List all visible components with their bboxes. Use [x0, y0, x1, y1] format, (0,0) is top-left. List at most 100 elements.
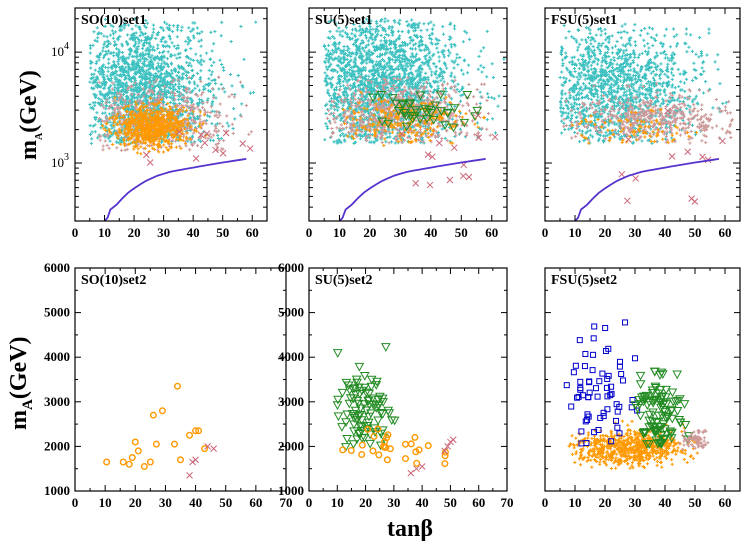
x-tick-label: 40	[187, 225, 200, 240]
orange-point	[152, 107, 156, 111]
pink-point	[188, 148, 192, 152]
pink-point	[145, 91, 149, 95]
cross-point	[246, 145, 254, 152]
pink-point	[213, 129, 217, 133]
cyan-point	[458, 127, 462, 131]
cyan-point	[339, 56, 343, 60]
cyan-point	[336, 47, 340, 51]
cyan-point	[111, 25, 115, 29]
cyan-point	[176, 64, 181, 68]
pink-point	[133, 106, 137, 111]
cyan-point	[331, 34, 335, 39]
plot-area	[322, 17, 506, 221]
cyan-point	[461, 40, 465, 44]
orange-point	[133, 122, 137, 127]
cyan-point	[386, 86, 390, 90]
pink-point	[239, 114, 243, 118]
cyan-point	[169, 86, 173, 90]
cyan-point	[194, 52, 198, 56]
cyan-point	[199, 63, 203, 67]
pink-point	[118, 91, 122, 95]
cyan-point	[91, 43, 95, 47]
cyan-point	[163, 75, 167, 79]
cyan-point	[453, 75, 457, 79]
y-tick-base: 10	[51, 44, 64, 59]
cyan-point	[424, 71, 428, 75]
cyan-point	[178, 94, 182, 98]
cyan-point	[118, 28, 123, 32]
cyan-point	[390, 58, 395, 62]
pink-point	[188, 90, 192, 94]
orange-point	[176, 126, 180, 130]
cyan-point	[458, 99, 463, 103]
orange-point	[127, 117, 131, 121]
orange-point	[118, 128, 122, 132]
cyan-point	[110, 95, 114, 99]
cyan-point	[167, 85, 171, 89]
orange-point	[120, 123, 124, 127]
cyan-point	[477, 54, 481, 59]
pink-point	[170, 80, 174, 84]
cyan-point	[467, 63, 471, 67]
pink-point	[205, 100, 210, 104]
pink-point	[457, 115, 462, 119]
cyan-point	[106, 69, 110, 73]
cyan-point	[345, 48, 349, 53]
pink-point	[216, 110, 221, 114]
cyan-point	[106, 86, 111, 90]
orange-point	[145, 104, 149, 108]
cyan-point	[136, 96, 140, 100]
cyan-point	[141, 42, 145, 46]
pink-point	[123, 148, 127, 152]
orange-point	[149, 112, 153, 116]
cyan-point	[117, 66, 122, 70]
orange-point	[178, 107, 182, 112]
pink-point	[218, 113, 222, 117]
orange-point	[133, 144, 138, 149]
cyan-point	[177, 66, 181, 70]
cyan-point	[110, 126, 114, 130]
cyan-point	[159, 39, 163, 44]
pink-point	[208, 132, 212, 136]
orange-point	[128, 128, 132, 132]
cyan-point	[240, 102, 244, 106]
orange-point	[140, 111, 144, 116]
orange-point	[100, 124, 105, 128]
pink-point	[187, 75, 191, 80]
cyan-point	[178, 51, 182, 55]
cyan-point	[125, 60, 129, 65]
cyan-point	[177, 82, 181, 86]
pink-point	[197, 108, 201, 112]
cyan-point	[331, 75, 335, 79]
pink-point	[129, 84, 133, 88]
orange-point	[147, 135, 151, 139]
cyan-point	[345, 74, 349, 78]
cyan-point	[113, 40, 117, 44]
orange-point	[159, 121, 164, 125]
orange-point	[198, 110, 202, 114]
pink-point	[159, 101, 163, 105]
pink-point	[230, 93, 234, 97]
cyan-point	[159, 71, 163, 75]
cyan-point	[157, 51, 162, 55]
orange-point	[140, 104, 144, 108]
cyan-point	[254, 20, 258, 24]
pink-point	[126, 88, 130, 92]
cyan-point	[162, 60, 166, 64]
cyan-point	[437, 38, 441, 43]
cyan-point	[445, 66, 449, 70]
cyan-point	[231, 126, 235, 131]
cyan-point	[208, 115, 212, 119]
orange-point	[148, 108, 153, 112]
cyan-point	[204, 83, 208, 87]
cyan-point	[149, 59, 153, 63]
cyan-point	[429, 37, 434, 41]
orange-point	[135, 125, 140, 129]
orange-point	[137, 136, 141, 140]
cyan-point	[149, 73, 153, 77]
cyan-point	[251, 90, 256, 95]
orange-point	[146, 108, 150, 112]
cyan-point	[218, 58, 222, 62]
cyan-point	[168, 95, 172, 99]
orange-point	[172, 128, 176, 132]
